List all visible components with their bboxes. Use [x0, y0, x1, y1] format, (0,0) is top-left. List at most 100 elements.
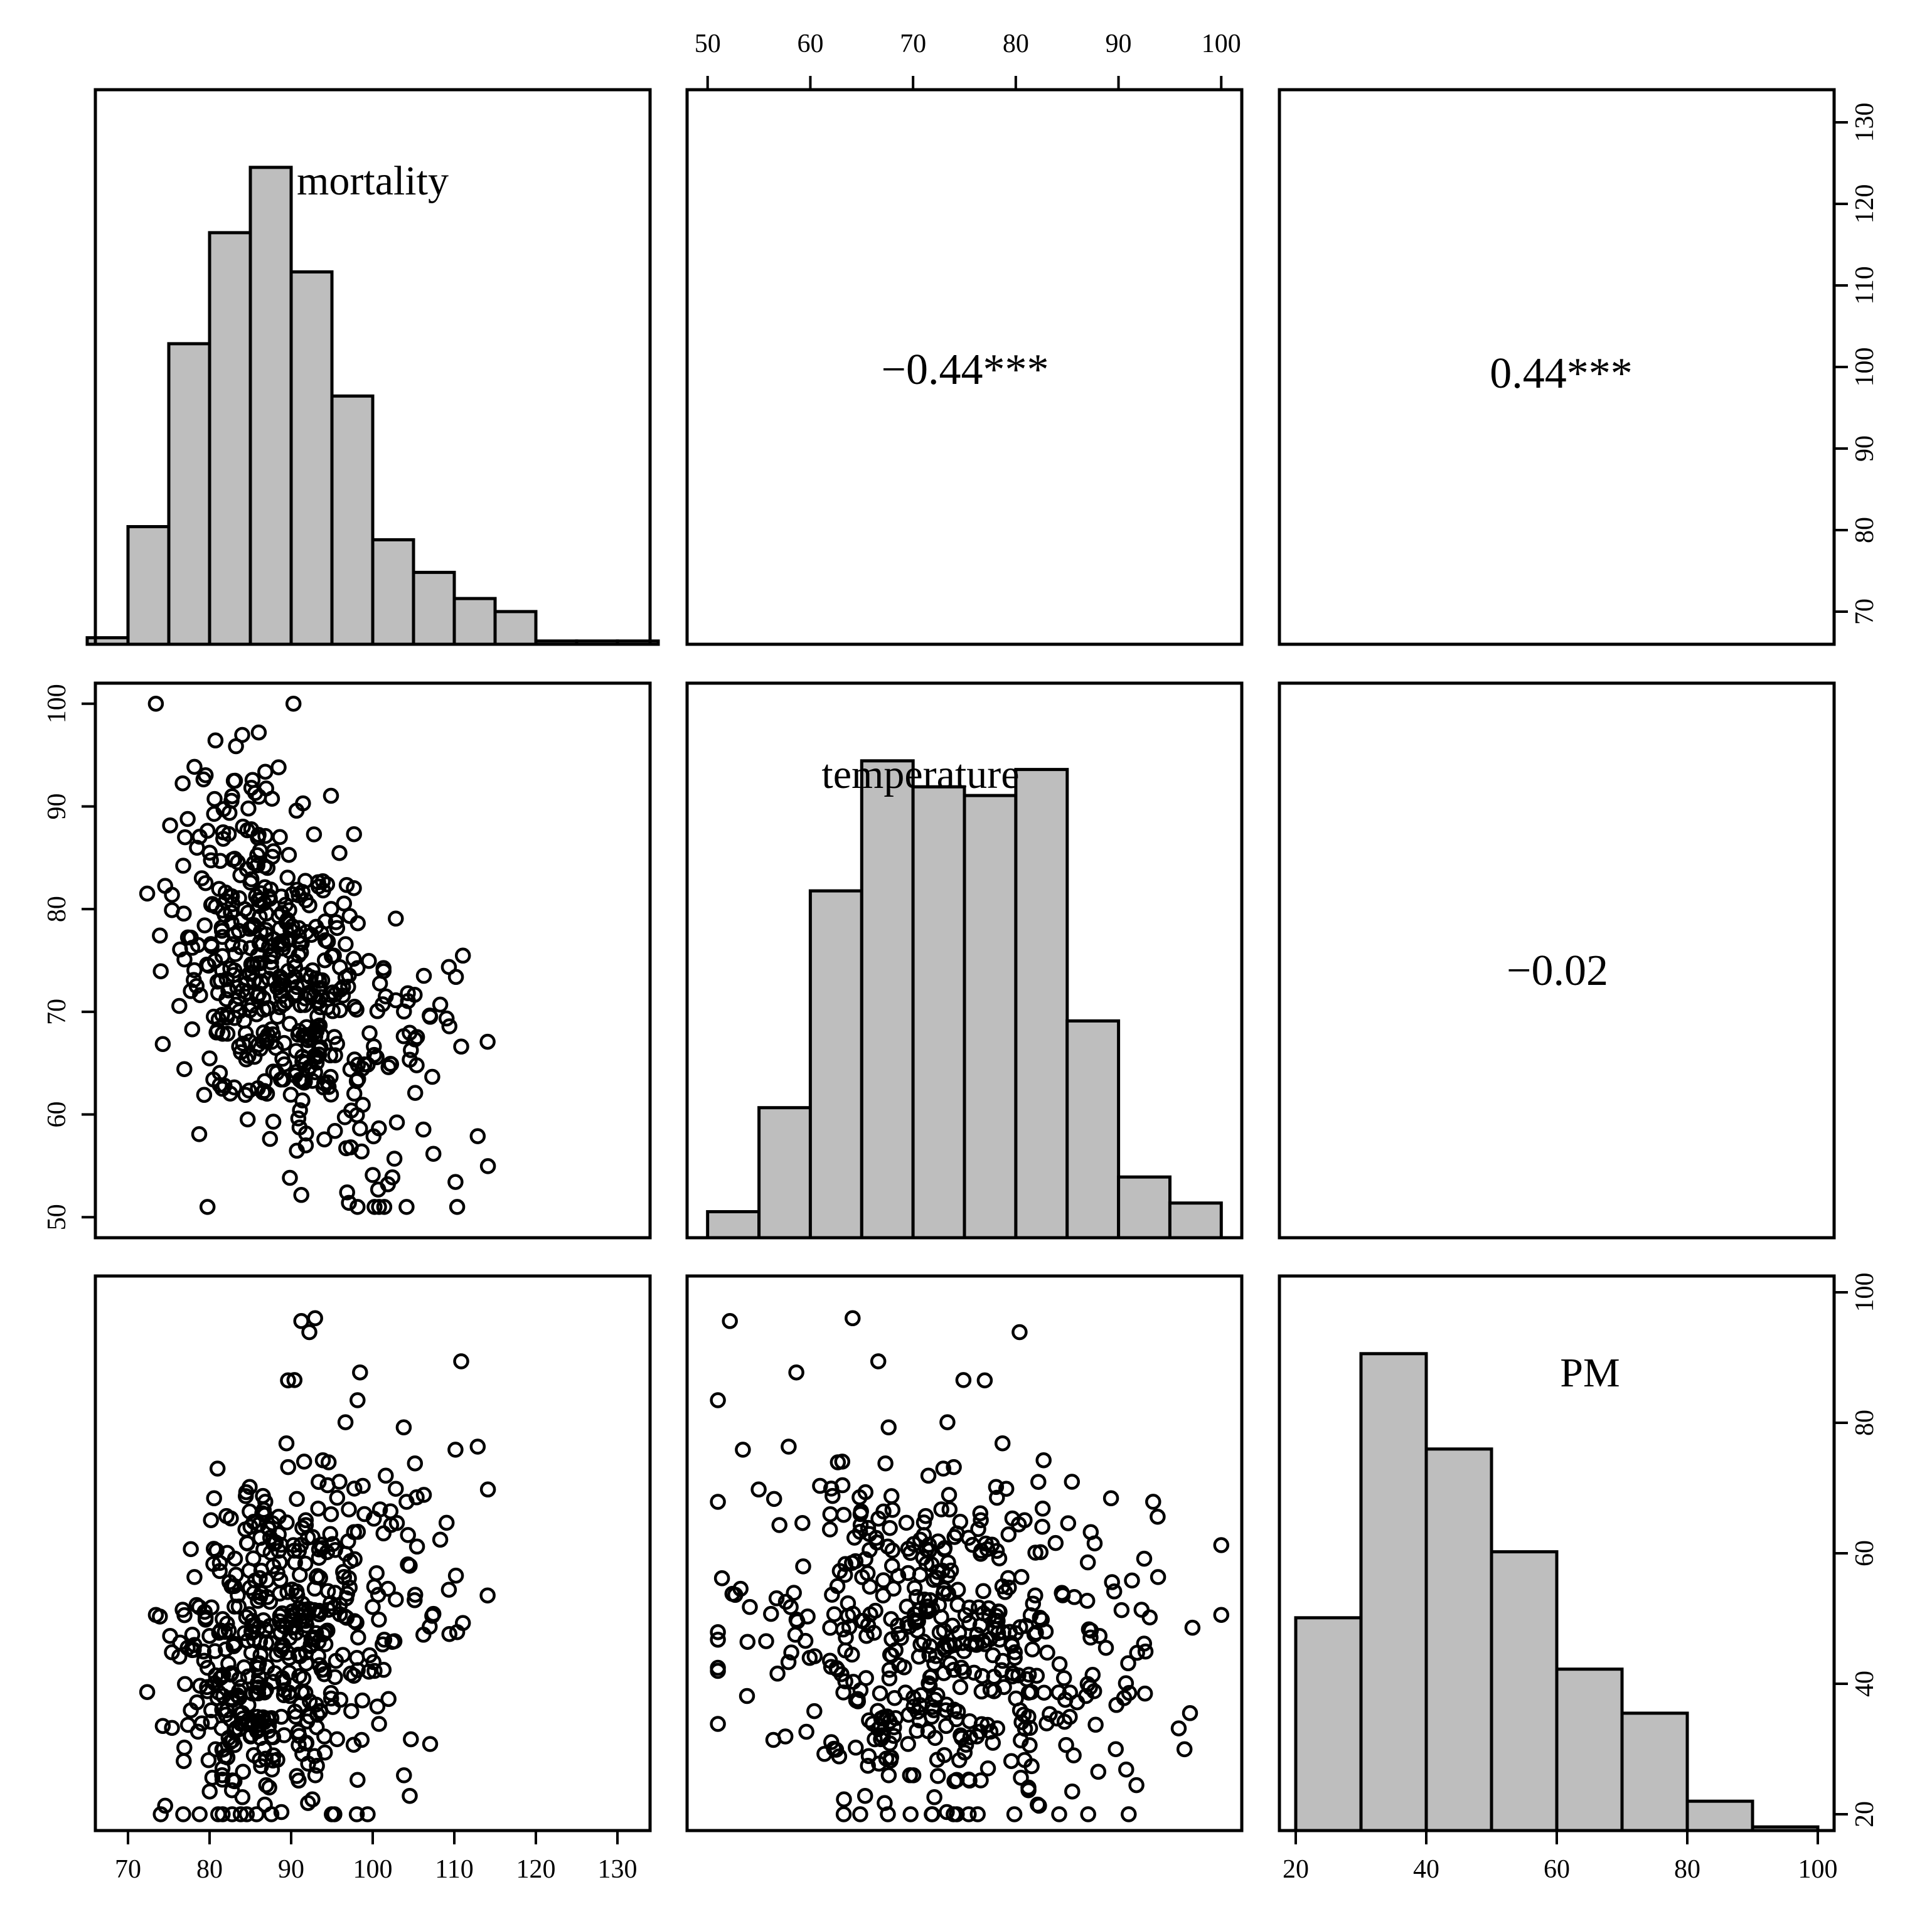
scatter-point-pm-vs-mortality: [396, 1767, 412, 1784]
scatter-point-pm-vs-temperature: [956, 1663, 972, 1680]
scatter-point-pm-vs-mortality: [279, 1584, 296, 1600]
scatter-point-temperature-vs-mortality: [317, 932, 334, 949]
scatter-point-pm-vs-mortality: [183, 1541, 199, 1558]
scatter-point-temperature-vs-mortality: [157, 878, 173, 894]
scatter-point-pm-vs-temperature: [797, 1632, 814, 1649]
scatter-point-temperature-vs-mortality: [247, 785, 264, 801]
correlation-mortality-temperature: −0.44***: [882, 346, 1049, 394]
scatter-point-pm-vs-temperature: [1012, 1619, 1028, 1635]
scatter-point-pm-vs-temperature: [1006, 1644, 1023, 1661]
scatter-point-pm-vs-mortality: [380, 1580, 396, 1597]
panel-pm-vs-temperature-scatter: [685, 1274, 1244, 1832]
scatter-point-temperature-vs-mortality: [228, 996, 244, 1013]
scatter-point-temperature-vs-mortality: [294, 1053, 311, 1070]
scatter-point-temperature-vs-mortality: [264, 848, 280, 865]
variable-label-pm: PM: [1560, 1350, 1620, 1396]
scatter-point-pm-vs-mortality: [395, 1419, 412, 1436]
tick-label-pm-y: 20: [1850, 1801, 1879, 1827]
scatter-point-temperature-vs-mortality: [368, 1049, 385, 1066]
tick-label-pm-y: 100: [1850, 1273, 1879, 1312]
scatter-point-pm-vs-temperature: [750, 1481, 767, 1498]
scatter-point-pm-vs-temperature: [926, 1789, 942, 1805]
scatter-point-temperature-vs-mortality: [177, 829, 193, 846]
scatter-point-pm-vs-temperature: [883, 1488, 900, 1504]
scatter-point-temperature-vs-mortality: [172, 941, 188, 958]
scatter-point-pm-vs-temperature: [1116, 1690, 1133, 1706]
scatter-point-pm-vs-temperature: [860, 1748, 877, 1765]
scatter-point-pm-vs-mortality: [308, 1719, 325, 1736]
tick-label-pm-y: 80: [1850, 1410, 1879, 1436]
scatter-point-pm-vs-mortality: [238, 1806, 255, 1822]
scatter-point-pm-vs-mortality: [440, 1582, 457, 1598]
scatter-point-pm-vs-mortality: [447, 1442, 464, 1458]
scatter-point-pm-vs-temperature: [942, 1638, 958, 1654]
scatter-point-temperature-vs-mortality: [311, 878, 327, 895]
scatter-point-pm-vs-temperature: [1022, 1737, 1038, 1753]
scatter-point-pm-vs-mortality: [191, 1806, 208, 1822]
scatter-point-pm-vs-mortality: [286, 1372, 303, 1388]
scatter-point-pm-vs-temperature: [938, 1718, 954, 1735]
histogram-bar-pm: [1620, 1711, 1689, 1832]
scatter-point-temperature-vs-mortality: [294, 935, 310, 952]
scatter-point-pm-vs-mortality: [340, 1533, 356, 1550]
scatter-point-pm-vs-mortality: [293, 1313, 309, 1329]
scatter-point-pm-vs-temperature: [837, 1556, 854, 1572]
scatter-point-temperature-vs-mortality: [199, 1199, 216, 1215]
scatter-point-temperature-vs-mortality: [261, 888, 277, 905]
scatter-point-pm-vs-mortality: [327, 1585, 343, 1601]
scatter-point-temperature-vs-mortality: [285, 695, 302, 712]
histogram-bar-pm: [1490, 1550, 1559, 1832]
scatter-point-temperature-vs-mortality: [203, 852, 219, 869]
scatter-point-pm-vs-temperature: [949, 1582, 966, 1598]
scatter-point-pm-vs-mortality: [311, 1657, 328, 1674]
scatter-point-temperature-vs-mortality: [291, 920, 307, 937]
scatter-point-temperature-vs-mortality: [306, 826, 323, 843]
scatter-point-pm-vs-temperature: [1020, 1684, 1037, 1701]
scatter-point-temperature-vs-mortality: [306, 987, 323, 1004]
scatter-point-pm-vs-temperature: [873, 1731, 889, 1748]
scatter-point-pm-vs-temperature: [829, 1578, 846, 1595]
scatter-point-temperature-vs-mortality: [279, 869, 296, 886]
scatter-point-pm-vs-temperature: [976, 1636, 993, 1652]
scatter-point-temperature-vs-mortality: [242, 940, 259, 957]
scatter-point-pm-vs-mortality: [336, 1569, 353, 1585]
scatter-point-temperature-vs-mortality: [311, 972, 328, 989]
scatter-point-temperature-vs-mortality: [422, 1009, 439, 1025]
scatter-point-pm-vs-temperature: [1051, 1656, 1068, 1672]
scatter-point-temperature-vs-mortality: [447, 969, 464, 986]
scatter-point-pm-vs-temperature: [768, 1590, 785, 1607]
scatter-point-temperature-vs-mortality: [282, 1087, 299, 1103]
scatter-point-pm-vs-mortality: [164, 1644, 180, 1661]
scatter-point-pm-vs-mortality: [214, 1701, 230, 1718]
scatter-point-pm-vs-temperature: [988, 1479, 1005, 1496]
scatter-point-temperature-vs-mortality: [227, 946, 243, 962]
scatter-point-pm-vs-temperature: [835, 1806, 852, 1822]
scatter-point-pm-vs-mortality: [269, 1565, 286, 1582]
histogram-bar-temperature: [808, 889, 863, 1240]
scatter-point-temperature-vs-mortality: [346, 1085, 363, 1102]
scatter-point-pm-vs-temperature: [972, 1505, 989, 1521]
scatter-point-temperature-vs-mortality: [223, 904, 239, 921]
scatter-point-pm-vs-temperature: [961, 1806, 977, 1822]
histogram-bar-temperature: [1014, 768, 1069, 1240]
tick-label-pm-x: 40: [1413, 1855, 1439, 1884]
correlation-mortality-pm: 0.44***: [1490, 349, 1633, 398]
scatter-point-pm-vs-temperature: [852, 1682, 869, 1698]
histogram-bar-mortality: [208, 231, 252, 646]
histogram-bar-mortality: [126, 525, 171, 646]
scatter-point-temperature-vs-mortality: [252, 1041, 269, 1057]
scatter-point-temperature-vs-mortality: [400, 985, 416, 1001]
scatter-point-pm-vs-mortality: [407, 1587, 424, 1603]
scatter-point-pm-vs-mortality: [312, 1703, 329, 1720]
scatter-point-temperature-vs-mortality: [252, 908, 268, 925]
scatter-point-pm-vs-temperature: [986, 1621, 1003, 1637]
scatter-point-pm-vs-temperature: [917, 1507, 934, 1524]
scatter-point-temperature-vs-mortality: [320, 1078, 337, 1095]
scatter-point-pm-vs-temperature: [855, 1612, 872, 1629]
tick-label-mortality-y: 110: [1850, 266, 1879, 304]
scatter-point-pm-vs-temperature: [777, 1593, 794, 1610]
scatter-point-pm-vs-temperature: [900, 1736, 916, 1752]
scatter-point-pm-vs-temperature: [851, 1489, 868, 1506]
scatter-point-temperature-vs-mortality: [273, 987, 289, 1004]
scatter-point-pm-vs-temperature: [976, 1372, 993, 1389]
